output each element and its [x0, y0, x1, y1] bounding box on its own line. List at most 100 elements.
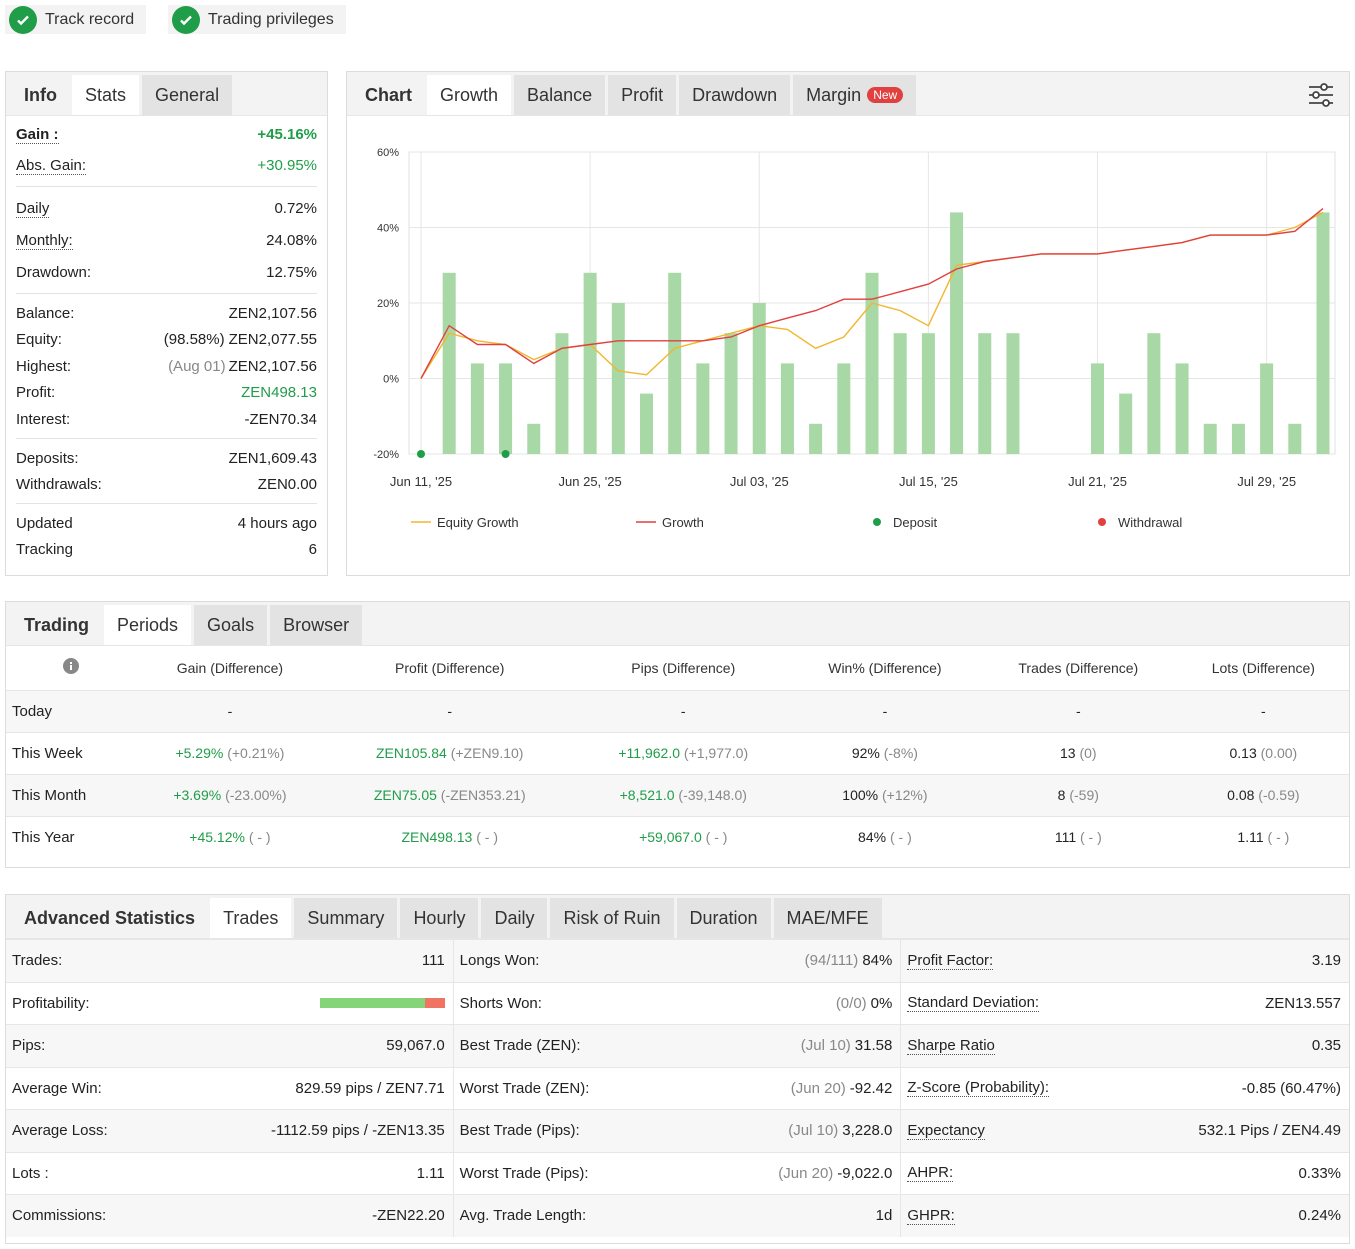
period-label: This Month [6, 773, 136, 816]
tab-general[interactable]: General [142, 75, 233, 115]
stat-value-group: (Jul 10) 3,228.0 [788, 1122, 892, 1139]
tab-browser[interactable]: Browser [270, 605, 363, 645]
stat-label[interactable]: Standard Deviation: [907, 994, 1040, 1013]
tab-risk-of-ruin[interactable]: Risk of Ruin [550, 898, 674, 938]
stat-value-group: -0.85 (60.47%) [1242, 1080, 1341, 1097]
stat-value: 0.24% [1298, 1207, 1342, 1225]
stat-value: 0.33% [1298, 1164, 1342, 1182]
chart-bar [668, 272, 682, 454]
monthly-label[interactable]: Monthly: [16, 231, 73, 250]
chart-bar [865, 272, 879, 454]
abs-gain-label[interactable]: Abs. Gain: [16, 156, 87, 175]
balance-row: Balance: ZEN2,107.56 [16, 300, 317, 326]
stat-row: Longs Won: (94/111) 84% [453, 939, 902, 982]
period-cell: +5.29% (+0.21%) [136, 731, 324, 774]
chart-bar [978, 333, 992, 454]
interest-row: Interest: -ZEN70.34 [16, 406, 317, 432]
tab-margin-label: Margin [806, 84, 862, 105]
stat-label: Trades: [12, 952, 63, 970]
stat-label[interactable]: GHPR: [907, 1206, 955, 1225]
equity-label: Equity: [16, 331, 62, 348]
tab-stats[interactable]: Stats [72, 75, 140, 115]
period-cell: 0.13 (0.00) [1177, 731, 1349, 774]
chart-tabs: Chart Growth Balance Profit Drawdown Mar… [347, 72, 1349, 116]
tab-periods[interactable]: Periods [104, 605, 192, 645]
check-icon [9, 5, 37, 34]
cell-difference: ( - ) [248, 829, 271, 846]
tab-drawdown[interactable]: Drawdown [679, 75, 791, 115]
stat-label: Lots : [12, 1164, 49, 1182]
stat-label: Pips: [12, 1037, 46, 1055]
tab-growth[interactable]: Growth [427, 75, 512, 115]
stat-value-group: 111 [422, 952, 445, 969]
info-list: Gain : +45.16% Abs. Gain: +30.95% Daily … [6, 116, 327, 562]
cell-value: +5.29% [175, 745, 224, 761]
divider [16, 293, 317, 294]
drawdown-label: Drawdown: [16, 264, 92, 281]
legend-label: Deposit [893, 515, 937, 530]
profit-row: Profit: ZEN498.13 [16, 379, 317, 406]
chart-bar [1147, 333, 1161, 454]
stat-label[interactable]: Sharpe Ratio [907, 1036, 995, 1055]
daily-label[interactable]: Daily [16, 199, 50, 218]
chart-bar [583, 272, 597, 454]
tab-chart[interactable]: Chart [365, 84, 413, 105]
deposit-marker [417, 450, 425, 458]
tab-duration[interactable]: Duration [676, 898, 771, 938]
tab-goals[interactable]: Goals [194, 605, 268, 645]
tab-summary[interactable]: Summary [294, 898, 398, 938]
cell-value: ZEN75.05 [373, 787, 437, 803]
balance-value: ZEN2,107.56 [228, 304, 317, 322]
sliders-icon[interactable] [1307, 82, 1335, 108]
stat-row: Shorts Won: (0/0) 0% [453, 981, 902, 1024]
stats-column: Longs Won: (94/111) 84% Shorts Won: (0/0) 0% B… [453, 939, 902, 1237]
stat-value: 1.11 [416, 1164, 445, 1182]
tab-daily[interactable]: Daily [481, 898, 548, 938]
info-icon[interactable] [6, 646, 136, 690]
chart-bar [1260, 363, 1274, 454]
stat-label[interactable]: Expectancy [907, 1121, 985, 1140]
tab-margin[interactable]: Margin New [793, 75, 917, 115]
stat-value: 59,067.0 [386, 1037, 445, 1055]
cell-difference: (+12%) [881, 787, 928, 803]
track-record-badge: Track record [5, 5, 147, 34]
tab-advanced-statistics[interactable]: Advanced Statistics [24, 907, 196, 928]
info-tabs: Info Stats General [6, 72, 327, 116]
tab-trades[interactable]: Trades [210, 898, 292, 938]
period-cell: 8 (-59) [978, 773, 1178, 816]
cell-value: 13 [1060, 745, 1076, 761]
cell-value: - [1261, 703, 1266, 719]
stat-label: Best Trade (Pips): [459, 1122, 580, 1140]
stat-label[interactable]: Z-Score (Probability): [907, 1079, 1050, 1098]
stat-row: Sharpe Ratio 0.35 [901, 1024, 1350, 1067]
x-tick-label: Jul 29, '25 [1237, 474, 1296, 489]
abs-gain-row: Abs. Gain: +30.95% [16, 149, 317, 182]
trading-panel: Trading Periods Goals Browser Gain (Diff… [5, 601, 1350, 868]
divider [16, 438, 317, 439]
chart-bar [1006, 333, 1020, 454]
cell-value: 0.13 [1229, 745, 1257, 761]
period-cell: +59,067.0 ( - ) [575, 815, 791, 858]
tab-mae-mfe[interactable]: MAE/MFE [773, 898, 882, 938]
cell-difference: (-59) [1069, 787, 1099, 803]
gain-label[interactable]: Gain : [16, 125, 59, 144]
tab-trading[interactable]: Trading [24, 614, 90, 635]
tab-balance[interactable]: Balance [514, 75, 606, 115]
tracking-row: Tracking 6 [16, 536, 317, 562]
monthly-row: Monthly: 24.08% [16, 225, 317, 256]
stat-label[interactable]: AHPR: [907, 1164, 954, 1183]
stat-value-group: 3.19 [1312, 952, 1341, 969]
stat-label[interactable]: Profit Factor: [907, 951, 994, 970]
stat-row: Avg. Trade Length: 1d [453, 1194, 902, 1237]
tab-info[interactable]: Info [24, 84, 57, 105]
stat-detail: (0/0) [835, 994, 867, 1012]
stat-value-group: (Jun 20) -92.42 [791, 1080, 893, 1097]
stat-row: Expectancy 532.1 Pips / ZEN4.49 [901, 1109, 1350, 1152]
cell-value: +59,067.0 [639, 829, 702, 846]
daily-row: Daily 0.72% [16, 192, 317, 225]
tab-hourly[interactable]: Hourly [400, 898, 479, 938]
profitability-bar [319, 997, 445, 1008]
tab-profit[interactable]: Profit [608, 75, 677, 115]
stat-label: Avg. Trade Length: [459, 1207, 587, 1225]
chart-bar [696, 363, 710, 454]
